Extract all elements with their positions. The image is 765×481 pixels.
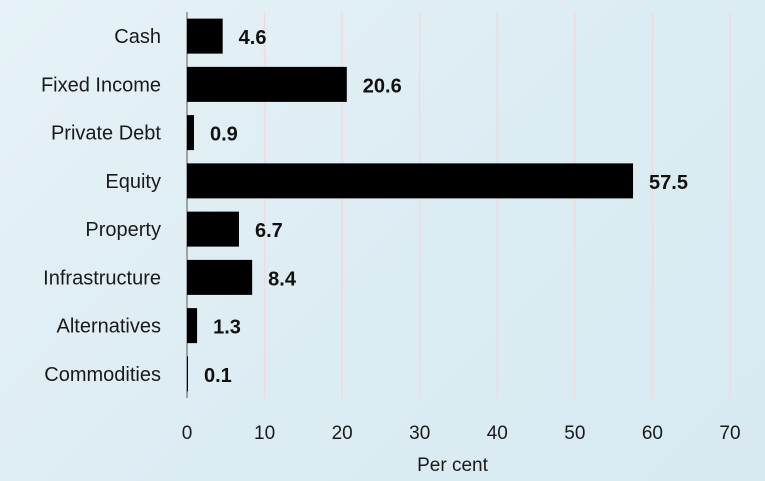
bar-cash [187,18,223,54]
value-label: 57.5 [649,172,688,194]
value-label: 0.9 [210,124,238,146]
category-label: Alternatives [57,316,162,338]
x-tick-label: 60 [642,423,663,444]
value-label: 8.4 [268,268,297,290]
x-tick-labels: 0 10 20 30 40 50 60 70 [182,423,741,444]
value-label: 1.3 [213,317,241,339]
bars [187,18,634,392]
bar-private-debt [187,115,194,151]
bar-property [187,211,239,247]
category-label: Cash [114,26,161,48]
x-tick-label: 0 [182,423,193,444]
bar-fixed-income [187,66,347,102]
x-axis-title: Per cent [417,455,488,476]
bar-infrastructure [187,259,253,295]
x-tick-label: 10 [254,423,275,444]
value-label: 0.1 [204,365,232,387]
x-tick-label: 30 [409,423,430,444]
bar-alternatives [187,308,198,344]
value-label: 6.7 [255,220,283,242]
value-label: 4.6 [239,27,267,49]
x-tick-label: 40 [487,423,508,444]
category-label: Equity [105,171,161,193]
bar-equity [187,163,634,199]
x-tick-label: 70 [719,423,740,444]
value-label: 20.6 [363,75,402,97]
category-label: Private Debt [51,123,161,145]
category-label: Fixed Income [41,74,161,96]
bar-commodities [187,356,188,392]
category-label: Infrastructure [43,267,161,289]
value-labels: 4.6 20.6 0.9 57.5 6.7 8.4 1.3 0.1 [204,27,688,387]
category-labels: Cash Fixed Income Private Debt Equity Proper… [41,26,161,386]
category-label: Commodities [44,364,161,386]
category-label: Property [85,219,161,241]
x-tick-label: 20 [332,423,353,444]
x-tick-label: 50 [564,423,585,444]
